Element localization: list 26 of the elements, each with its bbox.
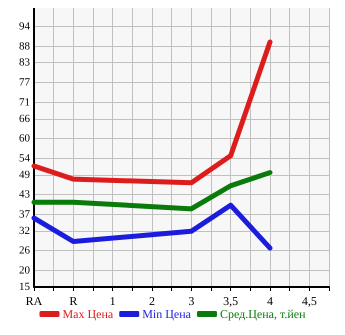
y-tick-label: 94 bbox=[19, 20, 30, 32]
legend-label: Сред.Цена, т.йен bbox=[220, 307, 306, 321]
y-tick-label: 54 bbox=[19, 152, 30, 164]
x-tick-label: 4,5 bbox=[302, 294, 317, 308]
y-tick-label: 83 bbox=[19, 56, 30, 69]
y-tick-label: 77 bbox=[19, 76, 30, 89]
y-tick-label: 49 bbox=[19, 168, 30, 181]
x-tick-label: 3 bbox=[188, 294, 194, 308]
legend-label: Min Цена bbox=[142, 307, 192, 321]
x-tick-label: R bbox=[69, 294, 78, 308]
y-tick-label: 32 bbox=[19, 224, 30, 237]
y-tick-label: 15 bbox=[19, 281, 30, 293]
legend-label: Max Цена bbox=[62, 307, 114, 321]
y-tick-label: 37 bbox=[19, 208, 30, 220]
y-tick-label: 71 bbox=[19, 96, 30, 108]
x-tick-label: RA bbox=[26, 294, 43, 308]
x-tick-label: 4 bbox=[267, 294, 273, 308]
x-tick-label: 2 bbox=[149, 294, 155, 308]
y-tick-label: 60 bbox=[19, 132, 30, 145]
x-tick-label: 3,5 bbox=[223, 294, 238, 308]
y-tick-label: 88 bbox=[19, 40, 30, 52]
y-tick-label: 66 bbox=[19, 112, 30, 125]
y-tick-label: 26 bbox=[19, 244, 30, 257]
y-tick-label: 20 bbox=[19, 264, 30, 277]
x-tick-label: 1 bbox=[110, 294, 116, 308]
y-tick-label: 43 bbox=[19, 188, 30, 201]
